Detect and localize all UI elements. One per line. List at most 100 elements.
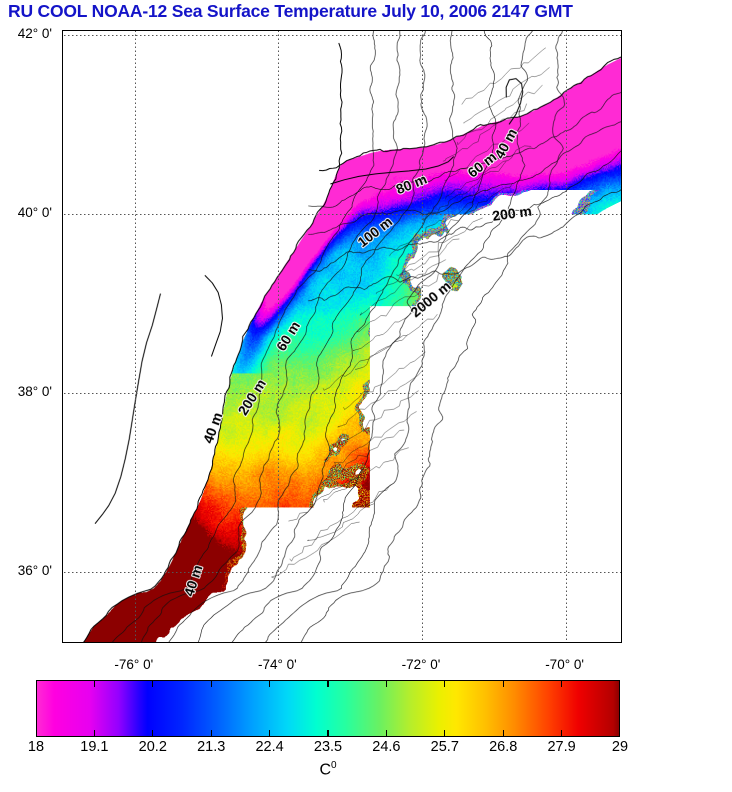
x-axis-label: -76° 0' (114, 657, 154, 672)
y-tick-minor (62, 124, 63, 125)
x-axis-label: -72° 0' (401, 657, 441, 672)
y-tick-major-right (621, 35, 622, 36)
x-tick-minor (98, 642, 99, 643)
colorbar-gradient (36, 680, 620, 737)
y-tick-minor-right (621, 303, 622, 304)
y-tick-minor (62, 616, 63, 617)
colorbar-tick (36, 680, 38, 687)
x-tick-minor-top (349, 30, 350, 31)
x-tick-major (421, 642, 422, 643)
y-tick-major-right (621, 572, 622, 573)
x-tick-major (565, 642, 566, 643)
x-tick-minor-top (457, 30, 458, 31)
x-tick-minor-top (529, 30, 530, 31)
colorbar-tick (444, 680, 446, 687)
y-tick-minor-right (621, 258, 622, 259)
y-axis-label: 38° 0' (17, 384, 52, 400)
colorbar-tick (327, 730, 329, 737)
colorbar-tick (210, 730, 212, 737)
gridline-horizontal (63, 393, 621, 395)
colorbar-tick-label: 22.4 (255, 739, 284, 755)
x-tick-minor (493, 642, 494, 643)
colorbar-tick (560, 680, 563, 687)
gridline-vertical (278, 31, 280, 642)
x-tick-minor-top (170, 30, 171, 31)
y-tick-minor-right (621, 348, 622, 349)
x-tick-minor-top (601, 30, 602, 31)
x-tick-minor (385, 642, 386, 643)
y-tick-minor (62, 258, 63, 259)
y-tick-minor-right (621, 616, 622, 617)
colorbar-unit-label: C0 (36, 760, 620, 779)
colorbar-tick (268, 680, 271, 687)
x-tick-major (134, 642, 135, 643)
colorbar-tick-label: 29 (611, 739, 629, 755)
colorbar-tick (93, 680, 96, 687)
colorbar-tick-label: 18 (27, 739, 45, 755)
y-tick-minor (62, 348, 63, 349)
colorbar-tick (36, 730, 38, 737)
y-tick-minor-right (621, 80, 622, 81)
y-axis-label: 42° 0' (17, 26, 52, 42)
y-tick-minor (62, 482, 63, 483)
y-tick-minor-right (621, 482, 622, 483)
gridline-vertical (134, 31, 136, 642)
colorbar-tick (268, 730, 271, 737)
y-tick-minor-right (621, 124, 622, 125)
colorbar-tick (152, 730, 154, 737)
colorbar-tick (444, 730, 446, 737)
colorbar-tick (560, 730, 563, 737)
y-tick-minor (62, 303, 63, 304)
x-tick-minor-top (206, 30, 207, 31)
x-tick-minor (170, 642, 171, 643)
y-axis-label: 40° 0' (17, 205, 52, 221)
x-tick-major (278, 642, 279, 643)
colorbar-tick (618, 680, 620, 687)
colorbar-tick (385, 730, 388, 737)
colorbar: 18 19.1 20.2 21.3 22.4 23.5 24.6 25.7 26.8 27.9 29… (28, 680, 628, 778)
colorbar-unit-text: C (319, 761, 331, 779)
y-tick-major-right (621, 393, 622, 394)
colorbar-tick (502, 730, 504, 737)
y-tick-minor (62, 80, 63, 81)
x-tick-minor-top (314, 30, 315, 31)
x-tick-minor-top (242, 30, 243, 31)
y-tick-minor (62, 527, 63, 528)
colorbar-tick-label: 27.9 (547, 739, 576, 755)
map-plot-area[interactable] (62, 30, 622, 643)
colorbar-tick (385, 680, 388, 687)
x-tick-minor (206, 642, 207, 643)
y-tick-minor-right (621, 169, 622, 170)
colorbar-tick (210, 680, 212, 687)
y-tick-minor-right (621, 527, 622, 528)
gridline-horizontal (63, 572, 621, 574)
colorbar-tick-label: 24.6 (372, 739, 401, 755)
colorbar-tick (93, 730, 96, 737)
x-tick-minor (529, 642, 530, 643)
x-tick-minor-top (385, 30, 386, 31)
x-tick-minor (314, 642, 315, 643)
colorbar-tick-label: 23.5 (313, 739, 343, 755)
x-tick-minor (601, 642, 602, 643)
colorbar-tick-label: 20.2 (138, 739, 167, 755)
y-tick-minor (62, 437, 63, 438)
gridline-vertical (421, 31, 423, 642)
colorbar-tick-label: 26.8 (489, 739, 518, 755)
y-axis-label: 36° 0' (17, 563, 52, 579)
gridline-horizontal (63, 35, 621, 37)
colorbar-unit-sup: 0 (331, 760, 337, 771)
x-tick-minor-top (98, 30, 99, 31)
x-axis-label: -70° 0' (545, 657, 584, 672)
x-axis-label: -74° 0' (258, 657, 297, 672)
y-tick-minor-right (621, 437, 622, 438)
x-tick-minor-top (493, 30, 494, 31)
colorbar-tick-label: 25.7 (430, 739, 459, 755)
x-tick-minor (457, 642, 458, 643)
sst-raster (63, 31, 621, 642)
x-tick-minor (349, 642, 350, 643)
y-tick-major-right (621, 214, 622, 215)
gridline-vertical (565, 31, 567, 642)
y-tick-minor (62, 169, 63, 170)
colorbar-tick (327, 680, 329, 687)
